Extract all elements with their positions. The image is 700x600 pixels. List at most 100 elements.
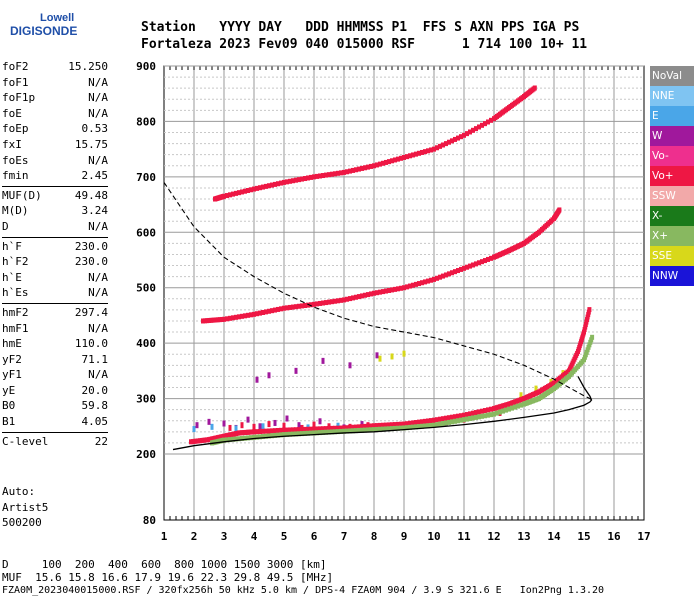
trace-point xyxy=(324,426,328,432)
trace-point xyxy=(363,165,367,171)
trace-point xyxy=(279,432,283,438)
param-row: C-level 22 xyxy=(2,434,108,450)
trace-point xyxy=(372,423,376,429)
trace-point xyxy=(333,425,337,431)
trace-point xyxy=(384,422,388,428)
trace-point xyxy=(276,181,280,187)
param-row: hmE 110.0 xyxy=(2,336,108,352)
x-tick-label: 2 xyxy=(191,530,198,543)
trace-point xyxy=(474,414,478,420)
param-value: N/A xyxy=(88,270,108,284)
trace-point xyxy=(354,424,358,430)
trace-point xyxy=(264,433,268,439)
echo-mark xyxy=(222,420,226,427)
param-value: 4.05 xyxy=(81,415,109,429)
trace-point xyxy=(402,425,406,431)
trace-point xyxy=(423,149,427,155)
trace-point xyxy=(387,287,391,293)
trace-point xyxy=(267,428,271,434)
trace-point xyxy=(366,292,370,298)
trace-point xyxy=(330,171,334,177)
trace-point xyxy=(396,286,400,292)
trace-point xyxy=(255,311,259,317)
param-name: fxI xyxy=(2,137,22,151)
param-value: 230.0 xyxy=(74,239,108,253)
auto-scaling-info: Auto: Artist5 500200 xyxy=(2,484,48,531)
header-line1: Station YYYY DAY DDD HHMMSS P1 FFS S AXN… xyxy=(141,20,580,35)
param-name: h`F xyxy=(2,239,22,253)
trace-point xyxy=(390,287,394,293)
trace-point xyxy=(390,158,394,164)
y-tick-label: 800 xyxy=(136,115,156,128)
trace-point xyxy=(222,316,226,322)
legend-item: X- xyxy=(650,206,694,226)
trace-point xyxy=(309,174,313,180)
param-row: hmF2 297.4 xyxy=(2,305,108,321)
trace-point xyxy=(441,273,445,279)
trace-point xyxy=(483,258,487,264)
trace-point xyxy=(249,187,253,193)
trace-point xyxy=(459,413,463,419)
param-name: foEp xyxy=(2,122,29,136)
trace-point xyxy=(381,160,385,166)
trace-point xyxy=(351,424,355,430)
param-value: N/A xyxy=(88,219,108,233)
trace-point xyxy=(441,421,445,427)
trace-point xyxy=(273,428,277,434)
param-row: yE 20.0 xyxy=(2,383,108,399)
param-value: 15.250 xyxy=(68,60,108,73)
param-value: N/A xyxy=(88,321,108,335)
trace-point xyxy=(291,304,295,310)
trace-point xyxy=(333,298,337,304)
trace-point xyxy=(303,426,307,432)
trace-point xyxy=(279,180,283,186)
auto-line2: Artist5 xyxy=(2,500,49,514)
trace-point xyxy=(294,431,298,437)
param-name: B0 xyxy=(2,399,16,413)
trace-point xyxy=(510,405,514,411)
trace-point xyxy=(321,173,325,179)
legend-item: Vo+ xyxy=(650,166,694,186)
trace-point xyxy=(294,427,298,433)
trace-point xyxy=(351,167,355,173)
trace-point xyxy=(492,411,496,417)
trace-point xyxy=(345,169,349,175)
trace-point xyxy=(309,302,313,308)
trace-point xyxy=(288,427,292,433)
param-value: 110.0 xyxy=(74,337,108,351)
trace-point xyxy=(228,437,232,443)
trace-point xyxy=(408,153,412,159)
param-name: fmin xyxy=(2,169,29,183)
trace-point xyxy=(315,173,319,179)
trace-point xyxy=(471,415,475,421)
trace-point xyxy=(477,260,481,266)
footer-file-info: FZA0M_2023040015000.RSF / 320fx256h 50 k… xyxy=(2,585,605,596)
param-name: D xyxy=(2,219,9,233)
x-tick-label: 8 xyxy=(371,530,378,543)
trace-point xyxy=(228,192,232,198)
trace-point xyxy=(396,421,400,427)
trace-point xyxy=(303,430,307,436)
trace-point xyxy=(432,276,436,282)
trace-point xyxy=(450,138,454,144)
trace-point xyxy=(477,124,481,130)
trace-point xyxy=(288,431,292,437)
echo-mark xyxy=(297,422,301,429)
trace-point xyxy=(369,427,373,433)
trace-point xyxy=(357,424,361,430)
trace-point xyxy=(297,431,301,437)
trace-point xyxy=(414,420,418,426)
trace-point xyxy=(225,193,229,199)
trace-point xyxy=(315,426,319,432)
param-value: 230.0 xyxy=(74,255,108,269)
trace-point xyxy=(408,424,412,430)
trace-point xyxy=(486,119,490,125)
trace-point xyxy=(399,425,403,431)
trace-point xyxy=(375,426,379,432)
trace-point xyxy=(342,428,346,434)
param-name: hmF1 xyxy=(2,321,29,335)
param-separator xyxy=(2,431,108,433)
y-tick-label: 200 xyxy=(136,448,156,461)
echo-mark xyxy=(282,422,286,429)
x-tick-label: 13 xyxy=(517,530,530,543)
